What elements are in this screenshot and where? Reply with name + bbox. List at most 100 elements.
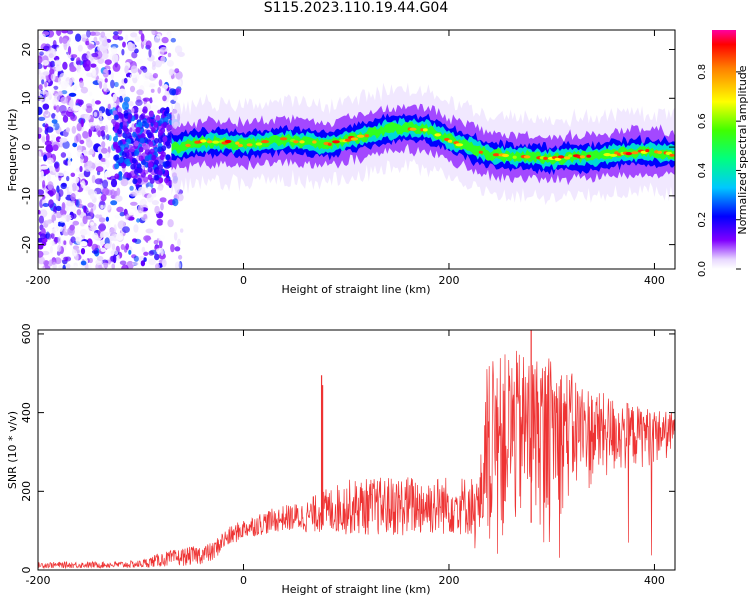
speckle [93, 36, 98, 43]
speckle [82, 105, 87, 111]
speckle [147, 174, 153, 181]
speckle [72, 176, 80, 184]
ridge-peak [579, 155, 586, 159]
speckle [69, 99, 74, 109]
speckle [55, 104, 60, 113]
speckle [110, 72, 114, 80]
speckle [98, 222, 106, 232]
speckle [144, 161, 150, 168]
speckle [138, 186, 146, 194]
speckle [157, 189, 161, 198]
speckle [149, 97, 153, 104]
y-tick-label: -10 [20, 187, 33, 205]
speckle [76, 149, 83, 158]
speckle [53, 220, 57, 228]
ridge-peak [625, 152, 633, 156]
speckle [107, 219, 111, 229]
speckle [148, 141, 154, 147]
speckle [120, 178, 129, 187]
speckle [68, 92, 77, 97]
speckle [38, 256, 45, 265]
speckle [38, 215, 45, 224]
speckle [161, 145, 167, 152]
speckle [172, 198, 179, 207]
speckle [105, 32, 111, 39]
speckle [121, 264, 129, 269]
speckle [85, 105, 93, 114]
ridge-peak [609, 153, 618, 157]
speckle [38, 195, 43, 200]
speckle [70, 114, 77, 122]
y-tick-label: 10 [20, 91, 33, 105]
speckle [129, 185, 134, 191]
speckle [110, 200, 118, 206]
speckle [48, 53, 54, 59]
speckle [140, 260, 146, 267]
speckle [118, 88, 126, 95]
speckle [51, 232, 55, 239]
speckle [158, 239, 163, 249]
speckle [50, 73, 56, 82]
speckle [63, 159, 69, 165]
y-tick-label: 200 [20, 481, 33, 502]
speckle [66, 175, 70, 182]
speckle [113, 143, 118, 150]
speckle [79, 80, 84, 89]
speckle [52, 98, 59, 107]
speckle [151, 200, 159, 206]
speckle [84, 165, 92, 172]
speckle [58, 141, 64, 148]
ridge-peak [645, 149, 650, 153]
speckle [122, 101, 129, 111]
speckle [75, 57, 81, 66]
speckle [158, 79, 163, 87]
speckle [119, 95, 123, 103]
speckle [157, 87, 161, 94]
speckle [67, 30, 74, 35]
speckle [80, 241, 88, 247]
speckle [153, 137, 159, 144]
speckle [101, 262, 110, 269]
speckle [104, 59, 112, 65]
speckle [96, 256, 104, 261]
speckle [72, 142, 78, 148]
speckle [86, 227, 92, 236]
speckle [99, 81, 103, 89]
speckle [91, 174, 96, 184]
speckle [38, 33, 46, 41]
speckle [91, 52, 99, 58]
speckle [137, 121, 143, 128]
speckle [91, 249, 99, 254]
speckle [38, 69, 41, 75]
speckle [142, 106, 148, 114]
ridge-peak [224, 139, 232, 144]
y-tick-label: 600 [20, 323, 33, 344]
speckle [85, 40, 90, 46]
speckle [112, 254, 117, 264]
speckle [57, 244, 62, 253]
spectrogram-panel: -200 0 200 400 -20 -10 0 10 20 Height of… [6, 29, 676, 296]
speckle [166, 124, 172, 131]
speckle [147, 239, 156, 247]
speckle [130, 32, 138, 38]
speckle [100, 239, 104, 247]
speckle [143, 176, 149, 183]
speckle [177, 51, 185, 58]
speckle [151, 187, 156, 195]
speckle [157, 169, 163, 176]
speckle [116, 254, 120, 261]
speckle [160, 56, 166, 64]
speckle [45, 219, 52, 225]
ridge-peak [200, 139, 207, 143]
speckle [46, 118, 51, 125]
speckle [165, 160, 171, 167]
speckle [75, 98, 81, 104]
speckle [41, 250, 50, 256]
speckle [62, 61, 68, 70]
speckle [95, 40, 100, 46]
speckle [87, 160, 93, 168]
speckle [151, 30, 155, 35]
speckle [117, 30, 123, 35]
speckle [73, 265, 78, 269]
speckle [125, 213, 130, 220]
